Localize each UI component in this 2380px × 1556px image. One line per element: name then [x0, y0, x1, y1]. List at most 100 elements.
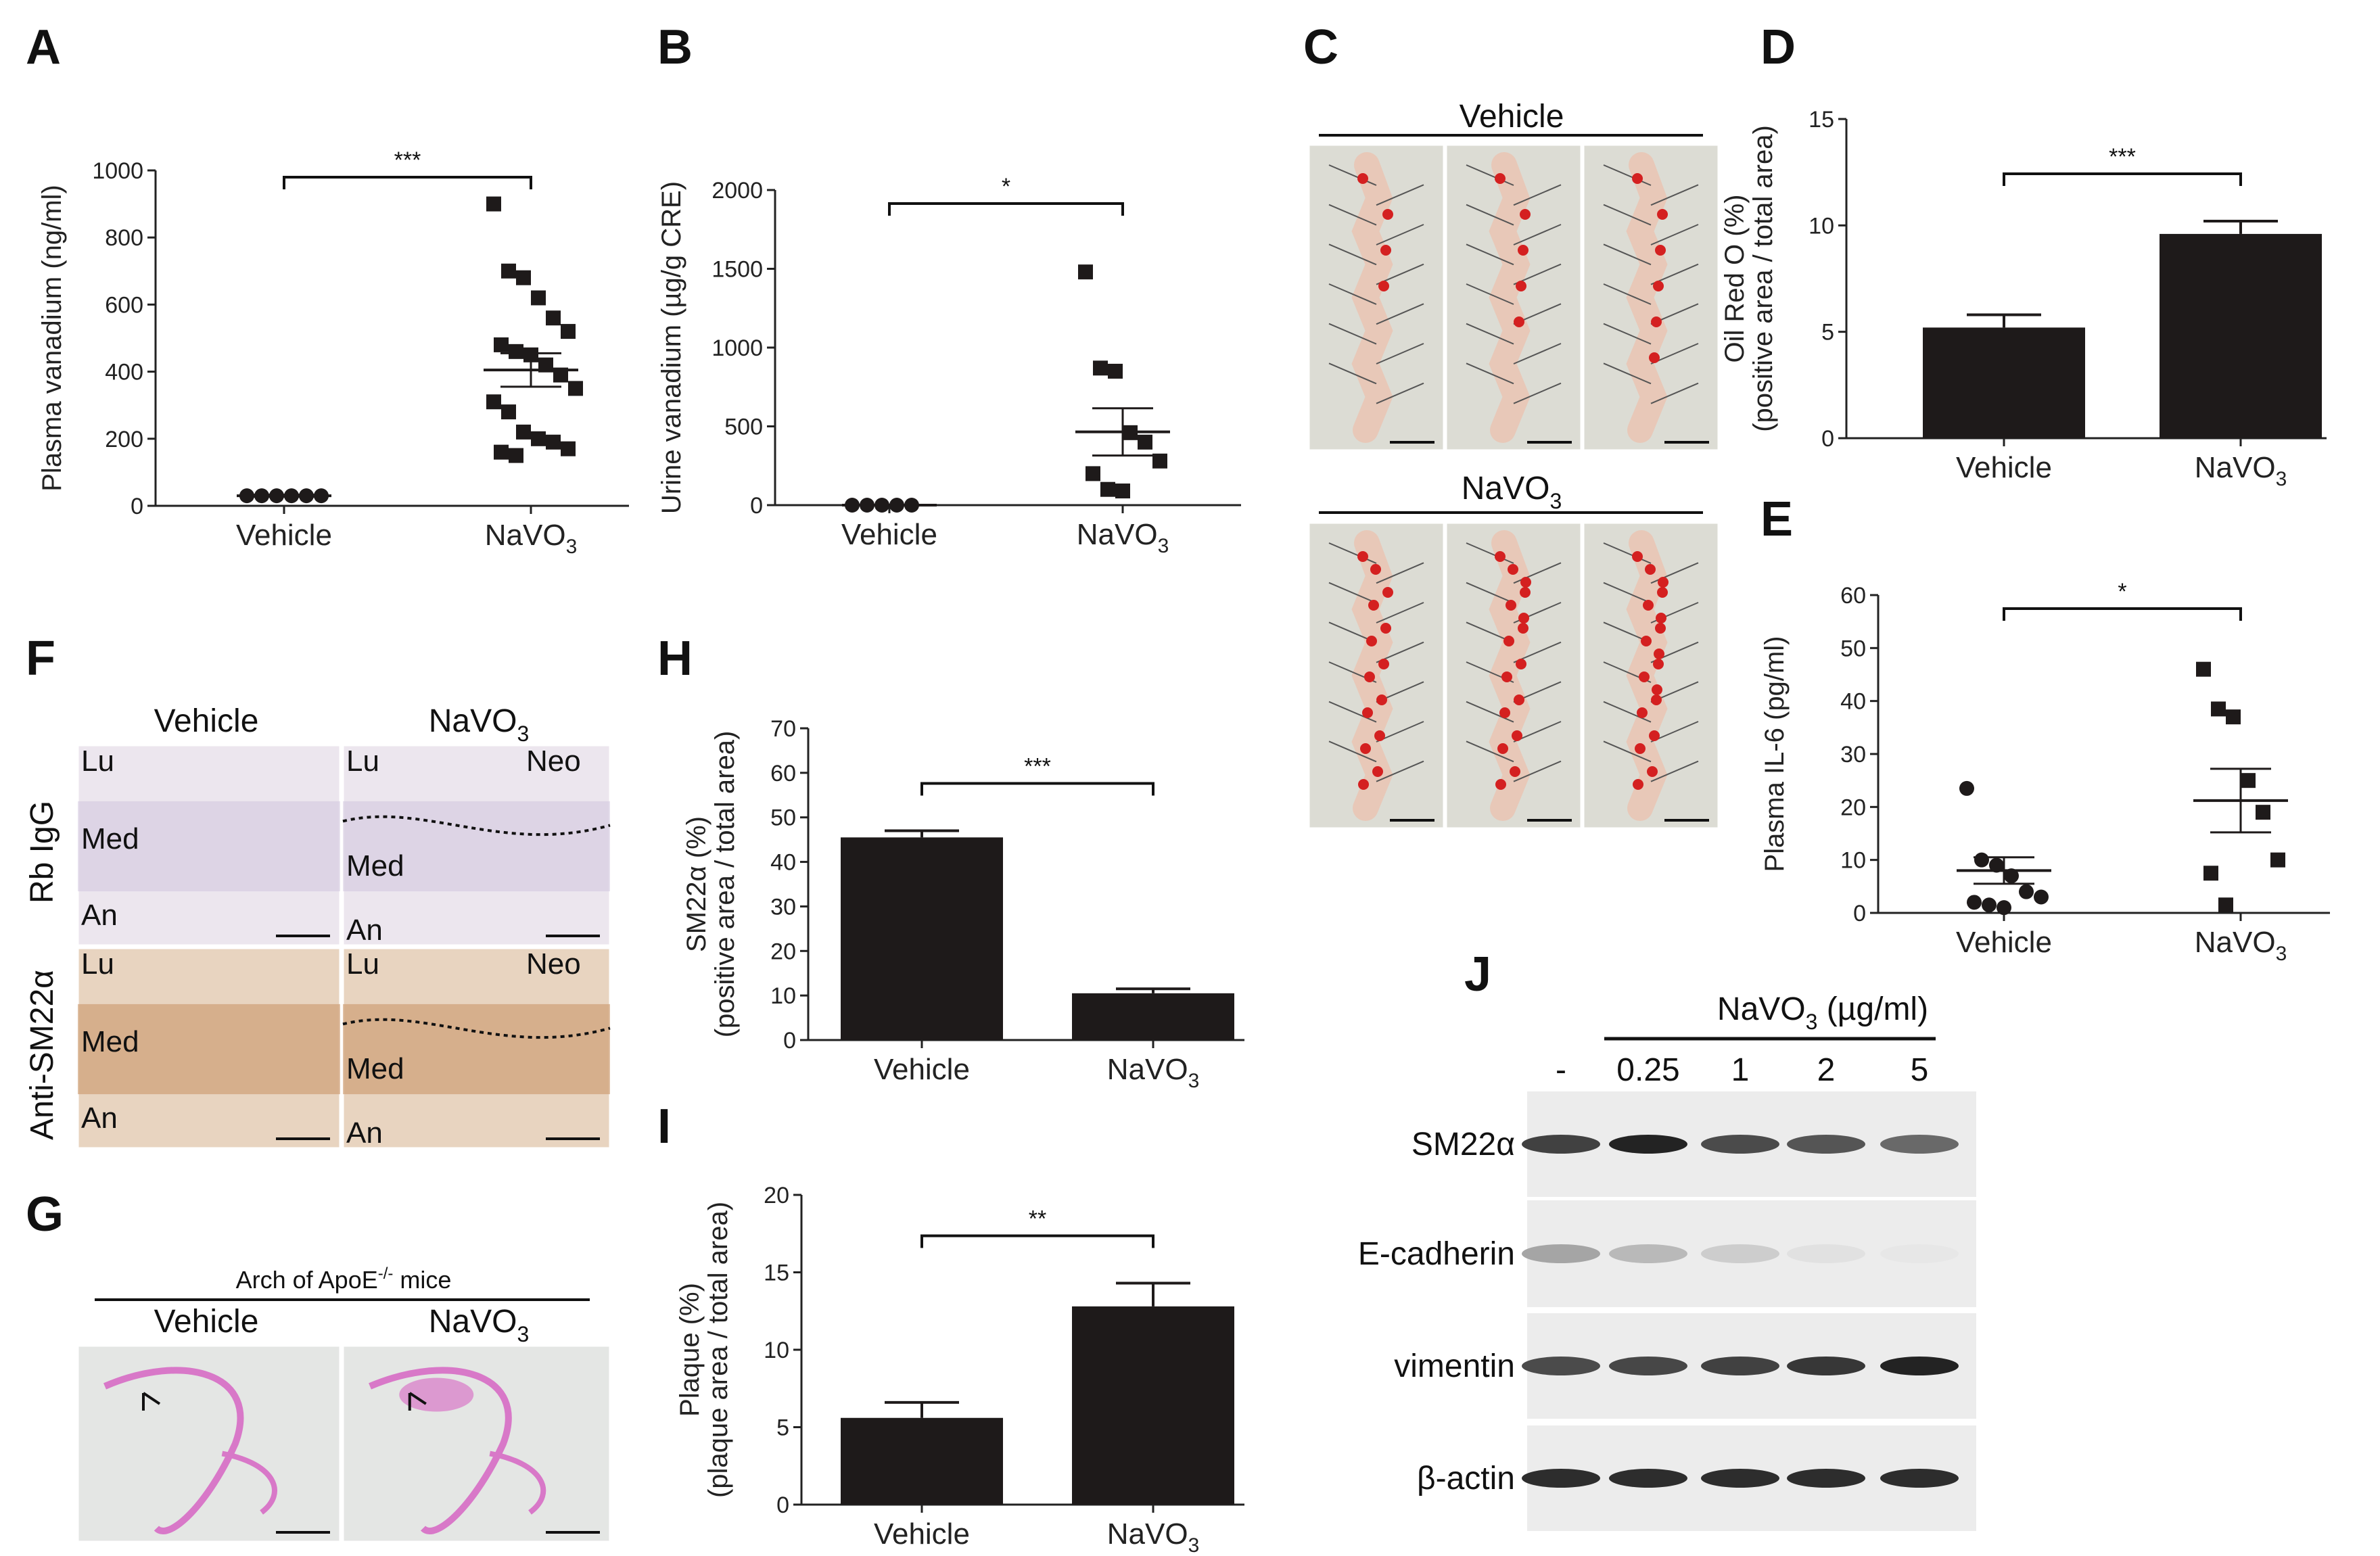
- lipid-spot: [1520, 587, 1531, 598]
- navo3-aorta-image: [1445, 521, 1583, 830]
- data-point: [531, 290, 546, 306]
- pin: [1376, 562, 1424, 584]
- y-tick-label: 500: [724, 415, 763, 440]
- y-tick-label: 10: [1809, 213, 1834, 239]
- data-point: [2019, 884, 2034, 899]
- y-tick-label: 400: [105, 360, 143, 385]
- blot-row-label: SM22α: [1411, 1127, 1515, 1162]
- data-point: [1967, 895, 1982, 910]
- rbigg-navo3-image: Lu Neo Med An: [342, 744, 611, 947]
- panel-label-c: C: [1303, 20, 1338, 74]
- pin: [1466, 243, 1514, 266]
- lipid-spot: [1360, 743, 1371, 754]
- lane-label: 5: [1911, 1052, 1929, 1088]
- lipid-spot: [1635, 743, 1646, 754]
- data-point: [1100, 481, 1115, 497]
- lipid-spot: [1357, 551, 1368, 562]
- pin: [1650, 184, 1699, 206]
- data-point: [2211, 701, 2226, 717]
- y-tick-label: 40: [1840, 689, 1866, 715]
- data-point: [1152, 453, 1167, 469]
- lipid-spot: [1658, 577, 1669, 588]
- lipid-spot: [1653, 281, 1664, 291]
- lipid-spot: [1641, 636, 1652, 646]
- lipid-spot: [1380, 245, 1391, 256]
- x-tick-label-0: Vehicle: [236, 519, 332, 552]
- protein-band: [1880, 1135, 1959, 1154]
- lipid-spot: [1516, 281, 1526, 291]
- lipid-spot: [1652, 684, 1662, 695]
- protein-band: [1787, 1135, 1865, 1154]
- pin: [1466, 582, 1514, 604]
- significance-bracket: [920, 782, 1154, 796]
- aorta-tissue: [1626, 152, 1668, 443]
- tissue-label: Med: [81, 1025, 139, 1058]
- pin: [1328, 362, 1377, 385]
- pin: [1328, 204, 1377, 226]
- y-axis-label: SM22α (%): [682, 816, 711, 952]
- lipid-spot: [1512, 730, 1522, 741]
- blot-row: β-actin: [1417, 1423, 1979, 1534]
- branch-wall: [489, 1451, 546, 1515]
- y-tick-label: 0: [783, 1028, 796, 1054]
- tissue-label: Neo: [526, 745, 581, 778]
- significance-bracket: [283, 176, 532, 189]
- lipid-spot: [1516, 659, 1526, 669]
- lipid-spot: [1366, 636, 1377, 646]
- data-point: [501, 404, 516, 420]
- lipid-spot: [1651, 694, 1662, 705]
- plaque-arrow: [142, 1392, 161, 1411]
- pin: [1603, 164, 1652, 186]
- y-tick-label: 15: [764, 1260, 789, 1286]
- lipid-spot: [1649, 730, 1660, 741]
- pin: [1513, 343, 1562, 364]
- tissue-label: Med: [346, 1052, 404, 1085]
- media-layer: [78, 801, 340, 892]
- y-tick-label: 20: [764, 1183, 789, 1208]
- data-point: [1982, 897, 1997, 913]
- pin: [1513, 184, 1562, 206]
- protein-band: [1787, 1244, 1865, 1263]
- lane-label: 0.25: [1616, 1052, 1679, 1088]
- panel-label-j: J: [1464, 947, 1491, 1001]
- plaque: [399, 1377, 474, 1412]
- lipid-spot: [1382, 209, 1393, 220]
- lipid-spot: [1357, 173, 1368, 184]
- x-tick-label-0: Vehicle: [874, 1053, 970, 1086]
- lipid-spot: [1520, 209, 1531, 220]
- panel-g-title: Arch of ApoE-/- mice: [236, 1265, 452, 1294]
- panel-c-images: Vehicle NaVO3: [1307, 99, 1720, 830]
- pin: [1466, 164, 1514, 186]
- significance-marker: ***: [394, 147, 421, 173]
- pin: [1376, 303, 1424, 325]
- data-point: [561, 324, 576, 339]
- panel-f-ihc: Vehicle NaVO3 Rb IgG Anti-SM22α LuMedAnL…: [24, 703, 611, 1150]
- y-tick-label: 0: [1821, 426, 1834, 452]
- pin: [1328, 323, 1377, 345]
- pin: [1513, 760, 1562, 782]
- tissue-label: An: [81, 899, 118, 932]
- pin: [1650, 224, 1699, 245]
- pin: [1603, 582, 1652, 604]
- pin: [1328, 582, 1377, 604]
- y-axis-label: Urine vanadium (µg/g CRE): [657, 181, 686, 514]
- lipid-spot: [1368, 600, 1379, 611]
- y-tick-label: 50: [1840, 636, 1866, 661]
- lipid-spot: [1633, 779, 1643, 790]
- tissue-label: An: [346, 914, 383, 947]
- ihc-image: [342, 744, 611, 947]
- data-point: [516, 424, 531, 440]
- pin: [1328, 701, 1377, 723]
- lane-label: -: [1556, 1052, 1566, 1088]
- y-tick-label: 20: [770, 939, 796, 964]
- y-tick-label: 0: [131, 494, 143, 519]
- tissue-label: Lu: [81, 745, 114, 778]
- lipid-spot: [1653, 659, 1664, 669]
- significance-bracket: [920, 1234, 1154, 1248]
- tissue-label: Lu: [346, 745, 379, 778]
- data-point: [1959, 780, 1974, 796]
- lipid-spot: [1358, 779, 1369, 790]
- lipid-spot: [1655, 245, 1666, 256]
- x-tick-label-0: Vehicle: [874, 1517, 970, 1551]
